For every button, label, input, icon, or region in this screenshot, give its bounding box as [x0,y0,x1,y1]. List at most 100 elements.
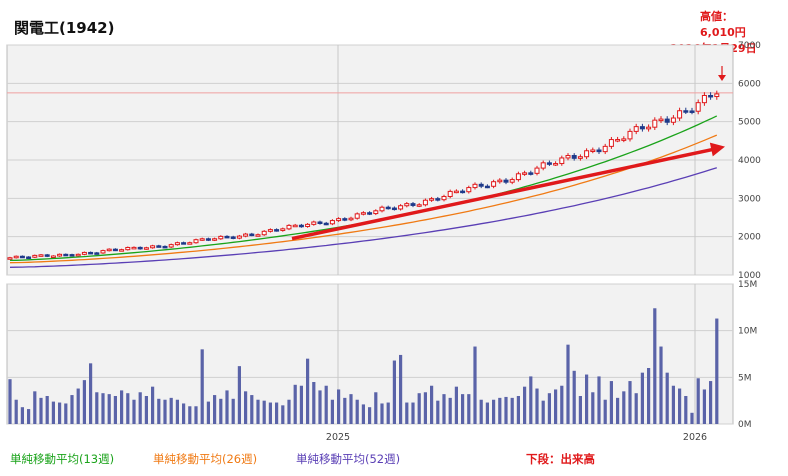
candle-body [447,190,453,197]
volume-bar [473,346,477,424]
candle-body [670,117,676,123]
candle-body [119,249,125,252]
candle-body [633,126,639,132]
volume-bar [374,392,378,424]
candle-body [695,102,701,112]
volume-bar [306,358,310,424]
volume-bar [709,381,713,424]
candle-body [181,242,187,245]
volume-bar [547,393,551,424]
volume-bar [578,396,582,424]
volume-bar [566,344,570,424]
volume-bar [560,385,564,424]
volume-bar [343,397,347,424]
volume-bar [541,400,545,424]
volume-note: 下段：出来高 [526,452,595,466]
volume-bar [330,399,334,424]
candle-body [677,110,683,119]
candle-body [509,179,515,183]
sma52-line [9,167,717,268]
candle-body [701,94,707,104]
candle-body [404,203,410,207]
volume-bar [554,389,558,424]
volume-bar [616,397,620,424]
volume-bar [585,374,589,424]
volume-bar [33,391,37,424]
candle-body [522,172,528,175]
candle-body [230,236,236,239]
volume-bar [671,385,675,424]
volume-bar [436,400,440,424]
volume-bar [318,390,322,424]
sma26-line [9,134,718,264]
price-tick-label: 3000 [738,194,761,204]
candle-body [13,255,19,259]
volume-bar [324,385,328,424]
candle-body [162,245,168,249]
volume-bar [640,372,644,424]
volume-bar [194,406,198,424]
volume-bar [411,402,415,424]
candle-body [75,253,81,257]
candle-body [112,248,118,252]
candle-body [174,242,180,246]
candle-body [317,221,323,225]
candle-body [596,149,602,153]
volume-bar [213,395,217,424]
legend-sma13: 単純移動平均(13週) [10,452,115,466]
volume-bar [510,397,514,424]
volume-bar [634,393,638,424]
volume-bar [535,388,539,424]
candle-body [224,235,230,239]
price-tick-label: 6000 [738,79,761,89]
volume-tick-label: 5M [738,373,752,383]
x-tick-label: 2026 [683,432,707,443]
candle-body [441,195,447,201]
volume-bar [368,407,372,424]
volume-bar [430,385,434,424]
candle-body [515,173,521,181]
candle-body [131,246,137,250]
candle-body [280,228,286,231]
high-annotation-line2: 6,010円 [700,26,746,39]
candle-body [478,183,484,187]
volume-bar [39,397,43,424]
volume-bar [349,394,353,424]
price-tick-label: 4000 [738,156,761,166]
volume-bar [659,346,663,424]
volume-tick-label: 10M [738,327,757,337]
candle-body [32,254,38,258]
candle-body [360,212,366,215]
volume-bar [665,372,669,424]
volume-bar [20,407,24,424]
volume-bar [485,402,489,424]
chart-title: 関電工(1942) [14,19,115,37]
volume-bar [275,402,279,424]
candle-body [528,172,534,175]
volume-bar [27,409,31,424]
candle-body [106,248,112,252]
volume-bar [70,395,74,424]
volume-bar [281,405,285,424]
candle-body [298,224,304,228]
candle-body [602,145,608,153]
candle-body [236,235,242,239]
volume-bar [653,308,657,424]
price-tick-label: 7000 [738,41,761,51]
volume-bar [225,390,229,424]
volume-bar [355,399,359,424]
volume-bar [219,398,223,424]
volume-bar [126,393,130,424]
candle-body [187,242,193,245]
volume-tick-label: 0M [738,420,752,430]
volume-bar [492,399,496,424]
candle-body [453,190,459,194]
candle-body [267,229,273,232]
candle-body [466,187,472,193]
candle-body [540,162,546,169]
candle-body [63,253,69,257]
volume-bar [392,360,396,424]
candle-body [571,155,577,159]
